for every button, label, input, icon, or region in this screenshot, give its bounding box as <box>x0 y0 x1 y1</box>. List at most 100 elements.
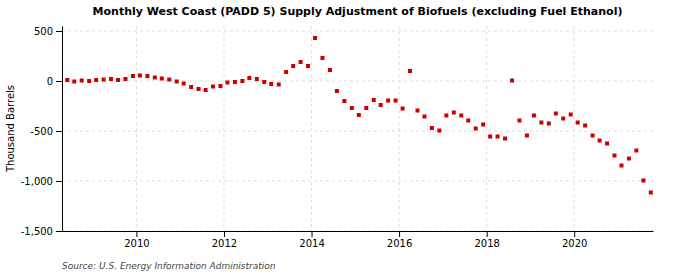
point <box>357 113 361 117</box>
x-axis-tick: 2012 <box>212 231 237 249</box>
point <box>233 80 237 84</box>
grid-line-y <box>62 131 653 132</box>
point <box>160 77 164 81</box>
chart-svg: 2010 2012 2014 2016 2018 2020 -1,500 -1,000 -500… <box>0 0 675 275</box>
point <box>649 191 653 195</box>
point <box>342 99 346 103</box>
point <box>605 142 609 146</box>
point <box>598 139 602 143</box>
y-axis-tick-label: -1,000 <box>21 176 53 187</box>
y-axis-tick: 500 <box>34 26 62 37</box>
grid-line-y <box>62 81 653 82</box>
point <box>532 114 536 118</box>
y-axis-tick: -1,500 <box>21 226 62 237</box>
point <box>641 179 645 183</box>
x-axis-tick-mark <box>487 231 488 237</box>
y-axis-tick-mark <box>56 131 62 132</box>
grid-line-y <box>62 31 653 32</box>
point <box>306 64 310 68</box>
y-axis-tick-label: 500 <box>34 26 53 37</box>
point <box>503 137 507 141</box>
grid-line-y <box>62 231 653 232</box>
point <box>284 70 288 74</box>
point <box>255 77 259 81</box>
point <box>313 36 317 40</box>
point <box>364 106 368 110</box>
x-axis-tick: 2014 <box>299 231 324 249</box>
x-axis-tick-mark <box>136 231 137 237</box>
point <box>547 122 551 126</box>
y-axis: -1,500 -1,000 -500 0 500 <box>21 26 63 237</box>
point <box>225 81 229 85</box>
grid-line-x <box>486 26 487 231</box>
point <box>466 119 470 123</box>
point <box>109 77 113 81</box>
point <box>299 60 303 64</box>
point <box>204 88 208 92</box>
point <box>437 129 441 133</box>
y-axis-title: Thousand Barrels <box>5 85 16 173</box>
point <box>94 78 98 82</box>
grid-line-x <box>311 26 312 231</box>
point <box>145 74 149 78</box>
x-axis-tick-mark <box>224 231 225 237</box>
grid <box>62 26 653 231</box>
title: Monthly West Coast (PADD 5) Supply Adjus… <box>93 5 623 18</box>
point <box>123 77 127 81</box>
point <box>452 111 456 115</box>
point <box>408 69 412 73</box>
point <box>481 123 485 127</box>
source-note: Source: U.S. Energy Information Administ… <box>62 261 276 271</box>
point <box>153 76 157 80</box>
chart-container: 2010 2012 2014 2016 2018 2020 -1,500 -1,000 -500… <box>0 0 675 275</box>
point <box>182 82 186 86</box>
grid-line-x <box>399 26 400 231</box>
point <box>72 80 76 84</box>
point <box>401 107 405 111</box>
y-axis-tick: 0 <box>47 76 62 87</box>
point <box>619 164 623 168</box>
point <box>80 79 84 83</box>
y-axis-tick-mark <box>56 31 62 32</box>
point <box>131 74 135 78</box>
x-axis-tick-label: 2010 <box>124 238 149 249</box>
point <box>459 114 463 118</box>
point <box>211 85 215 89</box>
y-axis-tick-label: -1,500 <box>21 226 53 237</box>
x-axis-tick: 2010 <box>124 231 149 249</box>
point <box>247 76 251 80</box>
point <box>65 78 69 82</box>
grid-line-x <box>223 26 224 231</box>
point <box>576 121 580 125</box>
point <box>474 127 478 131</box>
point <box>488 135 492 139</box>
x-axis: 2010 2012 2014 2016 2018 2020 <box>63 231 654 249</box>
point <box>422 115 426 119</box>
y-axis-line <box>62 27 63 232</box>
x-axis-tick: 2016 <box>387 231 412 249</box>
grid-line-y <box>62 181 653 182</box>
y-axis-tick-mark <box>56 81 62 82</box>
x-axis-tick: 2018 <box>474 231 499 249</box>
point <box>277 83 281 87</box>
point <box>197 87 201 91</box>
x-axis-tick-mark <box>399 231 400 237</box>
point <box>262 80 266 84</box>
point <box>87 79 91 83</box>
y-axis-tick: -1,000 <box>21 176 62 187</box>
point <box>379 103 383 107</box>
point <box>269 82 273 86</box>
y-axis-tick-label: 0 <box>47 76 53 87</box>
points <box>65 36 653 195</box>
point <box>561 117 565 121</box>
point <box>175 80 179 84</box>
x-axis-tick: 2020 <box>562 231 587 249</box>
x-axis-tick-label: 2012 <box>212 238 237 249</box>
point <box>350 106 354 110</box>
y-axis-tick-mark <box>56 231 62 232</box>
point <box>569 113 573 117</box>
point <box>291 64 295 68</box>
point <box>320 56 324 60</box>
grid-line-x <box>136 26 137 231</box>
y-axis-tick-label: -500 <box>30 126 53 137</box>
